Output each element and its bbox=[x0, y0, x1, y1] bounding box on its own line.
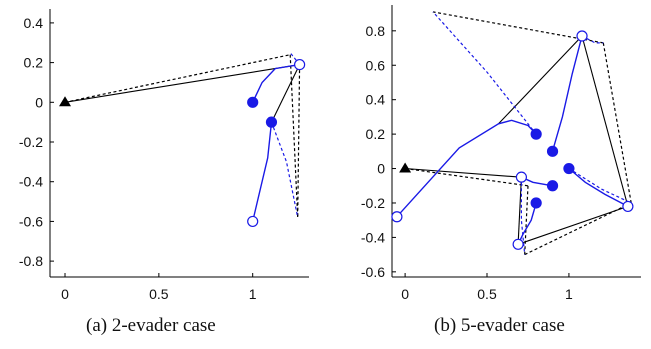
x-tick-label: 0 bbox=[61, 286, 69, 302]
x-tick-label: 0 bbox=[401, 286, 409, 302]
x-tick-label: 0.5 bbox=[149, 286, 169, 302]
evader-marker-open bbox=[391, 211, 403, 223]
y-tick-label: -0.4 bbox=[19, 174, 43, 190]
evader-marker-open bbox=[622, 200, 634, 213]
solid-blue-line bbox=[252, 122, 273, 222]
solid-blue-line bbox=[396, 119, 537, 218]
dashed-blue-line bbox=[270, 121, 299, 218]
y-tick-label: -0.6 bbox=[19, 213, 43, 229]
dashed-blue-line bbox=[568, 167, 632, 204]
evader-marker-filled bbox=[265, 116, 278, 128]
dashed-black-line bbox=[602, 42, 632, 204]
y-tick-label: 0.2 bbox=[24, 55, 44, 71]
pursuer-marker bbox=[59, 96, 72, 107]
solid-black-line bbox=[64, 64, 300, 103]
solid-blue-line bbox=[252, 63, 300, 103]
y-tick-label: 0.8 bbox=[366, 23, 386, 39]
evader-marker-filled bbox=[247, 96, 259, 108]
caption-b: (b) 5-evader case bbox=[434, 315, 565, 336]
dashed-black-line bbox=[297, 64, 301, 218]
evader-marker-filled bbox=[546, 145, 559, 157]
evader-marker-filled bbox=[530, 197, 542, 209]
dashed-black-line bbox=[289, 54, 299, 218]
evader-marker-filled bbox=[563, 162, 575, 175]
evader-marker-open bbox=[576, 30, 588, 42]
y-tick-label: -0.8 bbox=[19, 253, 43, 269]
y-tick-label: 0 bbox=[377, 161, 385, 177]
y-tick-label: -0.2 bbox=[361, 195, 385, 211]
solid-black-line bbox=[405, 167, 522, 178]
evader-marker-filled bbox=[546, 180, 559, 192]
y-tick-label: 0.4 bbox=[24, 15, 44, 31]
y-tick-label: -0.4 bbox=[361, 229, 385, 245]
y-tick-label: 0 bbox=[35, 94, 43, 110]
solid-black-line bbox=[271, 64, 301, 123]
evader-marker-open bbox=[512, 238, 524, 250]
panel-b-plot: 0.8 0.6 0.4 0.2 0 -0.2 -0.4 -0.6 0 0.5 1 bbox=[361, 5, 641, 302]
solid-black-line bbox=[581, 35, 629, 207]
solid-black-line bbox=[498, 35, 583, 125]
y-tick-label: 0.2 bbox=[366, 126, 386, 142]
evader-marker-filled bbox=[530, 128, 542, 140]
y-tick-label: 0.4 bbox=[366, 92, 386, 108]
evader-marker-open bbox=[247, 215, 259, 228]
x-tick-label: 1 bbox=[249, 286, 257, 302]
caption-a: (a) 2-evader case bbox=[86, 315, 216, 336]
solid-blue-line bbox=[568, 167, 629, 208]
evader-marker-open bbox=[515, 171, 528, 183]
dashed-black-line bbox=[405, 167, 529, 187]
panel-a-plot: 0.4 0.2 0 -0.2 -0.4 -0.6 -0.8 0 0.5 1 bbox=[19, 9, 309, 302]
dashed-black-line bbox=[524, 185, 529, 255]
solid-black-line bbox=[517, 205, 629, 245]
dashed-blue-line bbox=[432, 11, 537, 135]
evader-marker-open bbox=[294, 58, 306, 71]
y-tick-label: -0.2 bbox=[19, 134, 43, 150]
y-tick-label: -0.6 bbox=[361, 264, 385, 280]
dashed-black-line bbox=[432, 11, 604, 44]
solid-blue-line bbox=[551, 35, 583, 152]
y-tick-label: 0.6 bbox=[366, 57, 386, 73]
solid-blue-line bbox=[517, 202, 537, 245]
x-tick-label: 1 bbox=[565, 286, 573, 302]
x-tick-label: 0.5 bbox=[477, 286, 497, 302]
pursuer-marker bbox=[399, 162, 412, 173]
